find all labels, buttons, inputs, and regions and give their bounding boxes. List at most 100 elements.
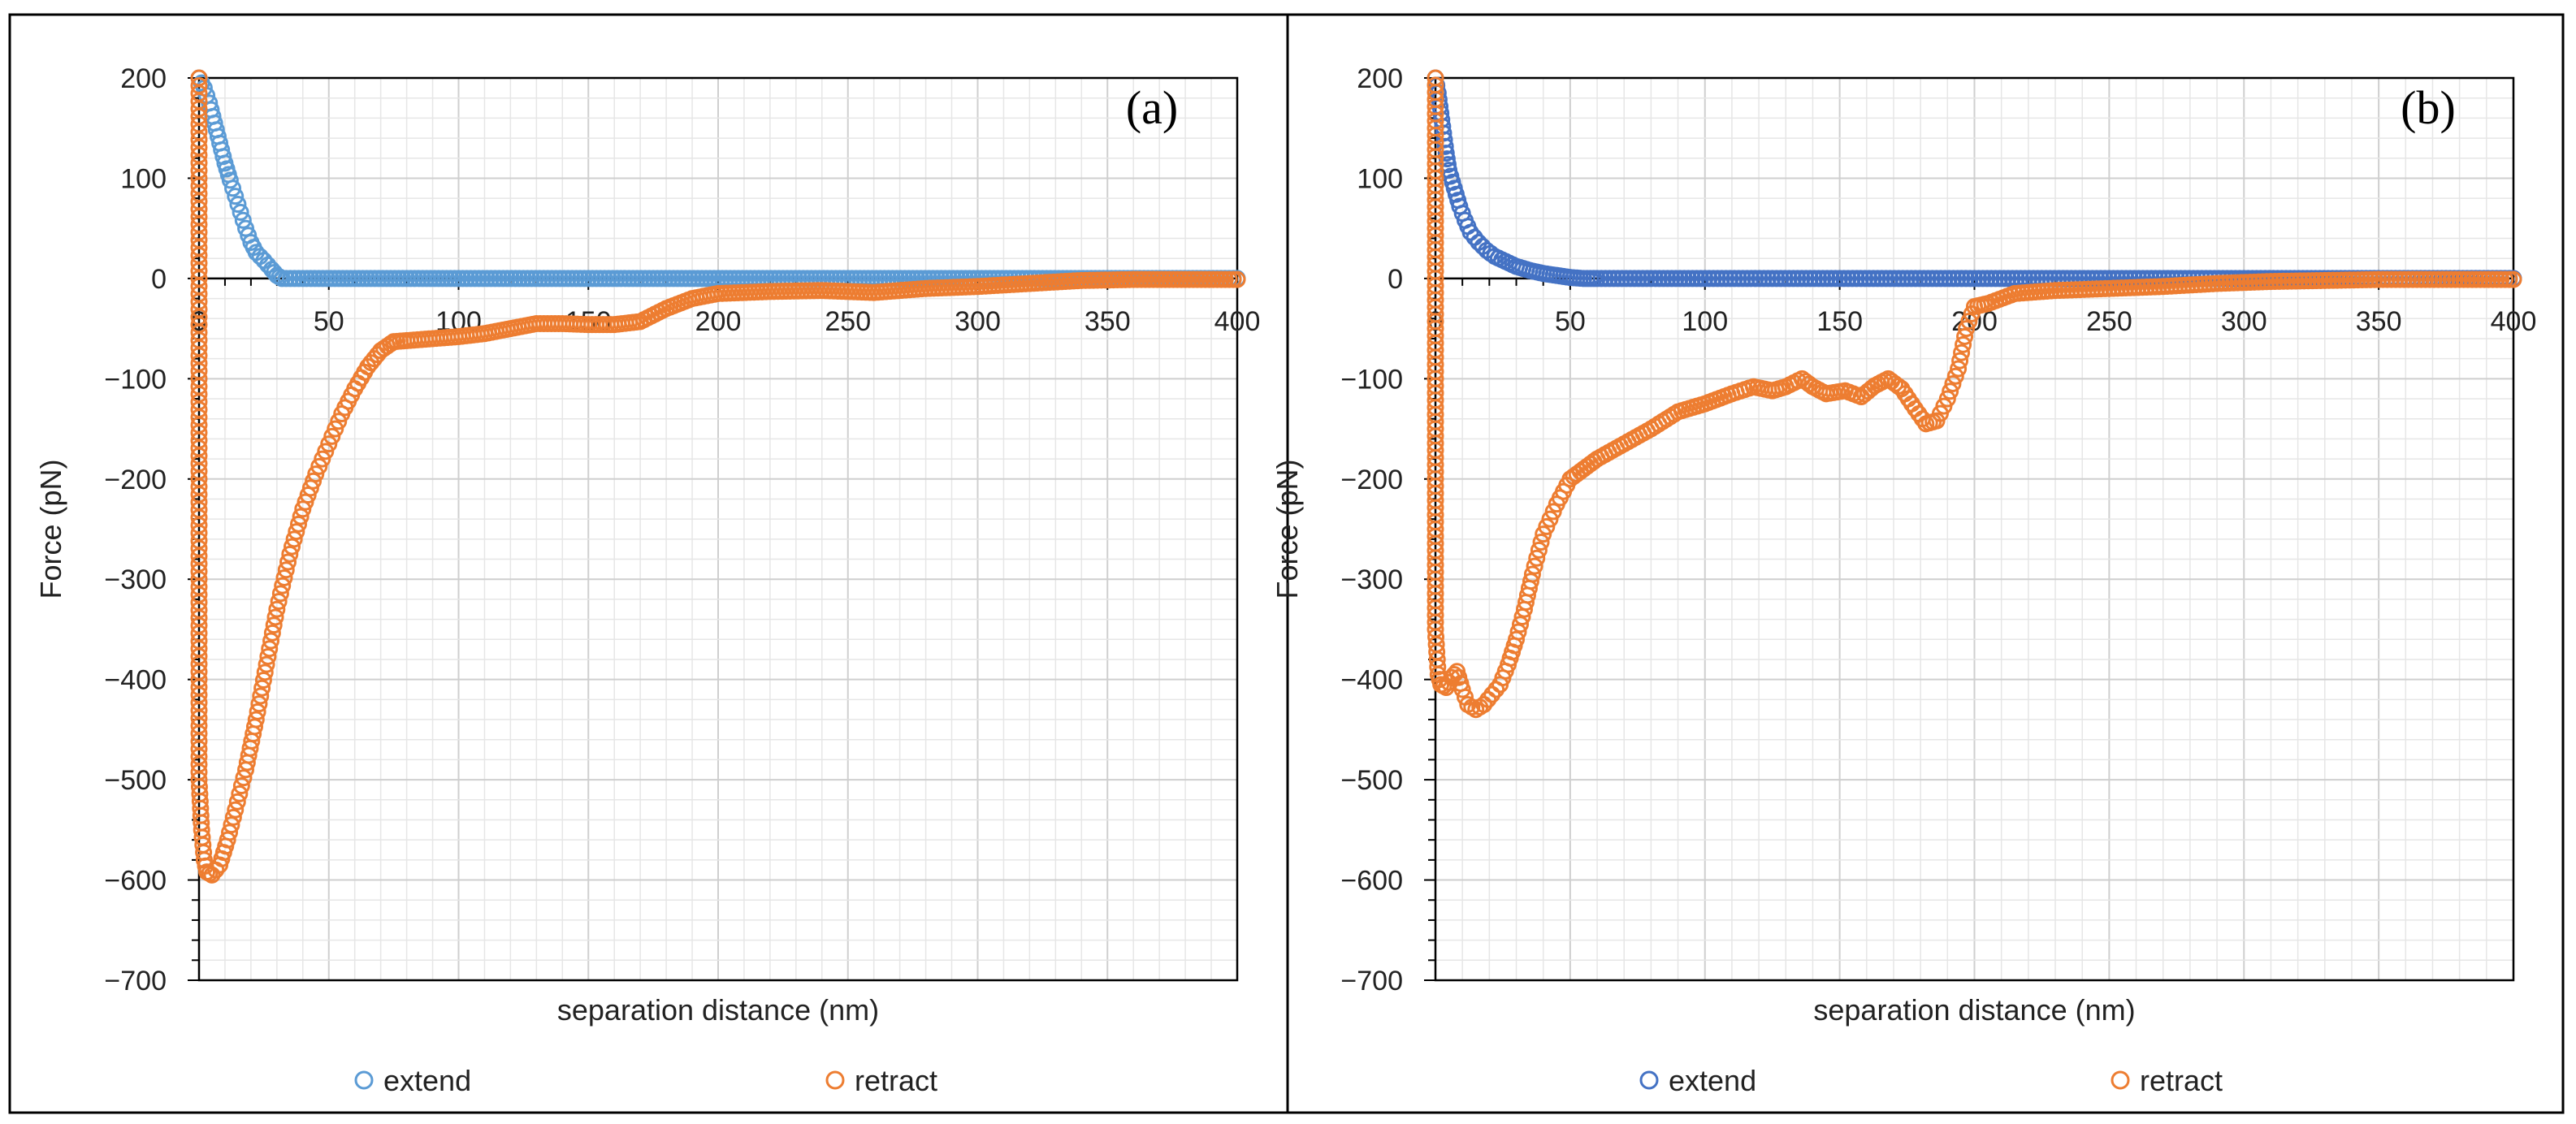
data-point-retract bbox=[228, 793, 246, 811]
y-tick-label: −400 bbox=[104, 665, 167, 696]
data-point-retract bbox=[250, 695, 268, 713]
panel-label-b: (b) bbox=[2401, 81, 2456, 134]
data-point-retract bbox=[289, 515, 307, 533]
y-tick-label: −300 bbox=[1340, 564, 1403, 595]
legend-label-extend: extend bbox=[1669, 1064, 1756, 1097]
data-point-retract bbox=[330, 413, 348, 430]
grid-a bbox=[198, 77, 1238, 981]
y-tick-label: 200 bbox=[120, 63, 167, 94]
data-point-retract bbox=[259, 647, 277, 665]
data-point-retract bbox=[266, 608, 284, 626]
data-point-retract bbox=[1508, 630, 1526, 648]
data-point-retract bbox=[288, 523, 305, 541]
data-point-retract bbox=[1530, 541, 1548, 559]
data-point-retract bbox=[249, 702, 266, 720]
data-point-retract bbox=[261, 640, 279, 658]
data-point-retract bbox=[1942, 383, 1959, 400]
data-point-retract bbox=[268, 600, 286, 618]
chart-panel-b: 0 50 100 150 200 250 300 350 4002001000−100−200−… bbox=[1271, 63, 2536, 1097]
data-point-retract bbox=[277, 561, 295, 579]
data-point-retract bbox=[265, 616, 283, 634]
data-point-retract bbox=[1958, 320, 1976, 338]
data-point-retract bbox=[224, 808, 242, 826]
data-point-retract bbox=[1951, 352, 1969, 370]
legend-b: extend retract bbox=[1639, 1064, 2223, 1097]
data-point-retract bbox=[254, 672, 272, 690]
x-tick-label: 150 bbox=[1816, 306, 1863, 337]
data-point-retract bbox=[307, 465, 325, 483]
data-point-retract bbox=[279, 553, 297, 571]
data-point-retract bbox=[1228, 270, 1246, 288]
data-point-retract bbox=[320, 435, 338, 453]
legend-label-extend: extend bbox=[383, 1064, 471, 1097]
x-tick-label: 350 bbox=[2356, 306, 2402, 337]
panel-label-a: (a) bbox=[1126, 81, 1178, 134]
y-tick-label: 100 bbox=[120, 163, 167, 194]
data-point-retract bbox=[1523, 565, 1541, 583]
data-point-retract bbox=[1509, 623, 1527, 641]
data-point-retract bbox=[247, 711, 265, 728]
data-point-retract bbox=[1953, 344, 1971, 361]
data-point-retract bbox=[1532, 534, 1550, 551]
data-point-retract bbox=[274, 577, 292, 594]
data-point-extend bbox=[1437, 145, 1455, 162]
data-point-extend bbox=[232, 203, 249, 221]
legend-a: extend retract bbox=[354, 1064, 937, 1097]
data-point-extend bbox=[221, 171, 239, 189]
x-tick-label: 100 bbox=[1682, 306, 1728, 337]
y-axis-title-a: Force (pN) bbox=[34, 459, 67, 599]
legend-marker-retract bbox=[825, 1070, 845, 1090]
y-tick-label: −700 bbox=[1340, 966, 1403, 996]
y-tick-label: −500 bbox=[1340, 765, 1403, 796]
data-point-retract bbox=[227, 801, 245, 819]
y-tick-label: −100 bbox=[104, 364, 167, 395]
data-point-retract bbox=[314, 450, 331, 468]
grid-b bbox=[1435, 77, 2514, 981]
data-point-retract bbox=[256, 664, 274, 681]
series-retract-a bbox=[190, 69, 1246, 884]
legend-marker-extend bbox=[1639, 1070, 1659, 1090]
y-tick-label: −700 bbox=[104, 966, 167, 996]
y-tick-label: −600 bbox=[1340, 866, 1403, 897]
y-tick-label: −100 bbox=[1340, 364, 1403, 395]
data-point-retract bbox=[1955, 335, 1972, 353]
x-tick-label: 300 bbox=[955, 306, 1001, 337]
legend-label-retract: retract bbox=[855, 1064, 937, 1097]
data-point-retract bbox=[1528, 549, 1546, 567]
data-point-retract bbox=[271, 585, 289, 603]
y-tick-label: 0 bbox=[1388, 264, 1403, 295]
legend-label-retract: retract bbox=[2140, 1064, 2223, 1097]
data-point-retract bbox=[310, 457, 328, 475]
legend-marker-extend bbox=[354, 1070, 374, 1090]
y-tick-label: −500 bbox=[104, 765, 167, 796]
x-tick-label: 0 bbox=[192, 306, 207, 337]
data-point-extend bbox=[1436, 137, 1454, 155]
data-point-retract bbox=[327, 420, 344, 438]
data-point-retract bbox=[231, 785, 249, 802]
data-point-extend bbox=[227, 188, 245, 205]
data-point-retract bbox=[1946, 367, 1964, 385]
data-point-retract bbox=[232, 777, 250, 795]
data-point-extend bbox=[229, 196, 247, 214]
data-point-retract bbox=[292, 508, 310, 525]
data-point-retract bbox=[1453, 681, 1471, 698]
data-point-retract bbox=[1938, 390, 1956, 408]
data-point-extend bbox=[234, 211, 252, 229]
data-point-retract bbox=[221, 824, 239, 841]
x-tick-label: 200 bbox=[695, 306, 742, 337]
data-point-retract bbox=[252, 687, 270, 705]
x-tick-label: 250 bbox=[2086, 306, 2132, 337]
x-tick-label: 300 bbox=[2221, 306, 2267, 337]
y-axis-title-b: Force (pN) bbox=[1271, 459, 1304, 599]
x-tick-label: 400 bbox=[2491, 306, 2537, 337]
data-point-retract bbox=[283, 538, 301, 556]
data-point-retract bbox=[1944, 375, 1962, 393]
data-point-retract bbox=[281, 545, 299, 563]
data-point-extend bbox=[224, 179, 242, 197]
chart-panel-a: 0 50 100 150 200 250 300 350 4002001000−100−200−… bbox=[34, 63, 1260, 1097]
data-point-retract bbox=[1522, 573, 1539, 590]
data-point-retract bbox=[317, 443, 335, 460]
data-point-retract bbox=[219, 831, 236, 849]
y-tick-label: −600 bbox=[104, 866, 167, 897]
x-tick-label: 350 bbox=[1085, 306, 1131, 337]
